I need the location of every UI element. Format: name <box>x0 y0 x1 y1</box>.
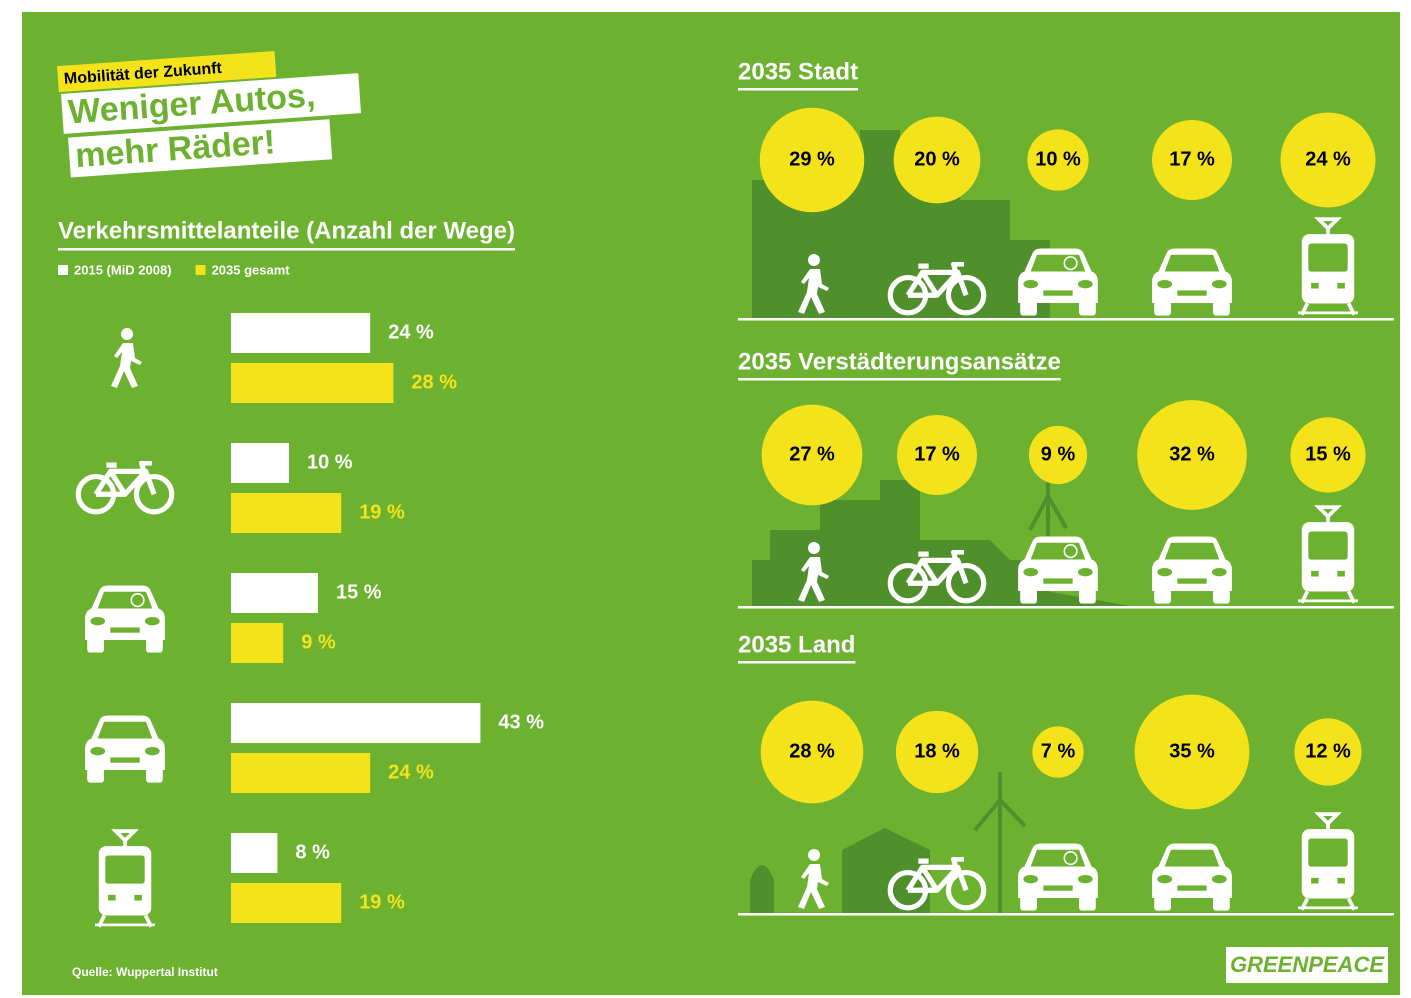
legend-label: 2035 gesamt <box>212 262 291 277</box>
value-label: 10 % <box>307 451 353 473</box>
value-label: 19 % <box>359 891 405 913</box>
bubble <box>897 415 977 495</box>
title-box <box>68 119 333 178</box>
bar <box>231 623 284 663</box>
bubble <box>1028 425 1088 485</box>
legend-label: 2015 (MiD 2008) <box>74 262 172 277</box>
value-label: 24 % <box>388 761 434 783</box>
legend-swatch <box>195 265 206 275</box>
bubble <box>1294 718 1362 786</box>
value-label: 28 % <box>411 371 457 393</box>
value-label: 35 % <box>1169 740 1215 762</box>
logo-box <box>1226 947 1388 983</box>
bubble <box>1027 129 1089 191</box>
value-label: 10 % <box>1035 148 1081 170</box>
value-label: 18 % <box>914 740 960 762</box>
value-label: 15 % <box>336 581 382 603</box>
value-label: 43 % <box>498 711 544 733</box>
title-box <box>60 73 362 134</box>
title-underline <box>738 378 1061 381</box>
value-label: 9 % <box>301 631 336 653</box>
bubble <box>1280 112 1376 208</box>
value-label: 29 % <box>789 148 835 170</box>
value-label: 28 % <box>789 740 835 762</box>
bubble <box>761 404 863 506</box>
bubble <box>1134 694 1250 810</box>
bubble <box>759 107 865 213</box>
value-label: 24 % <box>1305 148 1351 170</box>
bubble <box>1137 400 1247 510</box>
chart-title: 2035 Land <box>738 631 855 658</box>
title-underline <box>738 661 856 664</box>
chart-title: Verkehrsmittelanteile (Anzahl der Wege) <box>58 217 515 244</box>
chart-title: 2035 Stadt <box>738 58 858 85</box>
title-underline <box>58 248 516 251</box>
value-label: 8 % <box>295 841 330 863</box>
kicker-box <box>57 50 277 93</box>
value-label: 12 % <box>1305 740 1351 762</box>
bubble <box>1290 417 1366 493</box>
value-label: 9 % <box>1041 443 1076 465</box>
legend-swatch <box>58 265 68 275</box>
bubble <box>895 710 979 794</box>
bar <box>231 443 289 483</box>
logo: GREENPEACE <box>1230 952 1385 977</box>
bubble <box>1032 726 1084 778</box>
ground-line <box>738 913 1394 916</box>
bar <box>231 313 371 353</box>
source: Quelle: Wuppertal Institut <box>72 965 218 979</box>
bar <box>231 703 481 743</box>
value-label: 32 % <box>1169 443 1215 465</box>
ground-line <box>738 606 1394 609</box>
value-label: 20 % <box>914 148 960 170</box>
bar <box>231 883 342 923</box>
value-label: 27 % <box>789 443 835 465</box>
bar <box>231 573 318 613</box>
value-label: 17 % <box>914 443 960 465</box>
ground-line <box>738 318 1394 321</box>
value-label: 15 % <box>1305 443 1351 465</box>
bar <box>231 753 371 793</box>
bubble <box>893 116 981 204</box>
bubble <box>760 700 864 804</box>
bubble <box>1152 120 1232 200</box>
title-underline <box>738 88 859 91</box>
value-label: 7 % <box>1041 740 1076 762</box>
bar <box>231 363 394 403</box>
chart-title: 2035 Verstädterungsansätze <box>738 348 1061 375</box>
heading: Mobilität der Zukunft Weniger Autos, meh… <box>57 50 362 178</box>
bar <box>231 833 278 873</box>
value-label: 24 % <box>388 321 434 343</box>
value-label: 17 % <box>1169 148 1215 170</box>
value-label: 19 % <box>359 501 405 523</box>
bar <box>231 493 342 533</box>
